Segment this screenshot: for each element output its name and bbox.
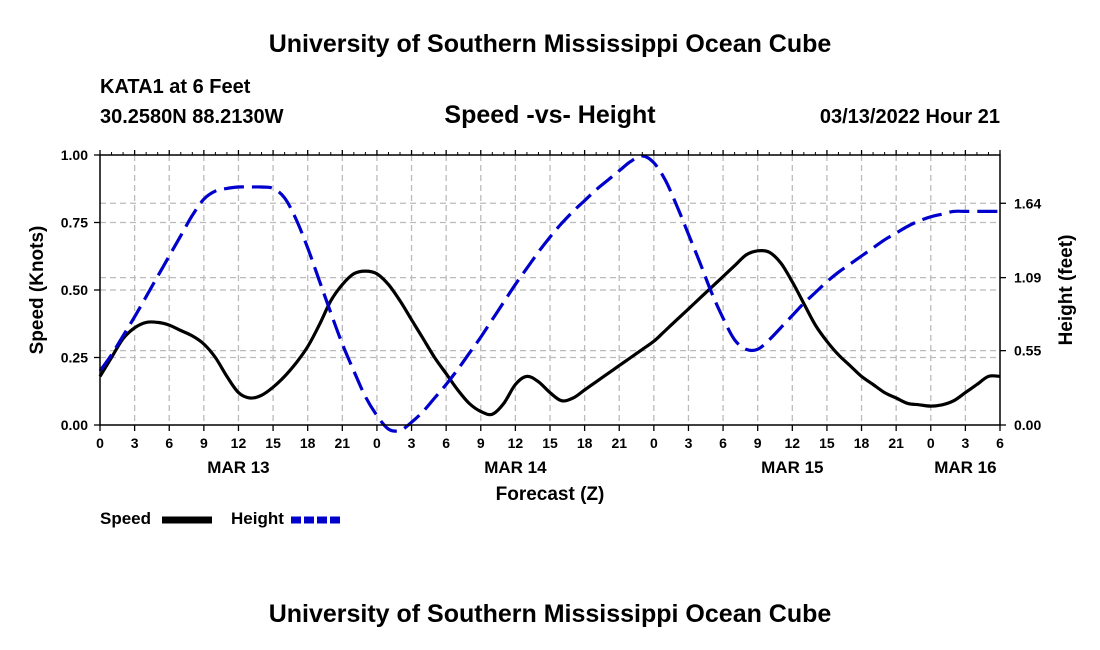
y2-tick-label: 1.09 xyxy=(1014,270,1041,286)
x-tick-label: 3 xyxy=(961,435,969,451)
y-tick-label: 0.75 xyxy=(61,215,88,231)
y-tick-label: 0.25 xyxy=(61,350,88,366)
series-layer xyxy=(98,154,1001,433)
x-tick-label: 3 xyxy=(131,435,139,451)
x-tick-label: 6 xyxy=(996,435,1004,451)
x-tick-label: 0 xyxy=(650,435,658,451)
grid xyxy=(100,155,1000,425)
legend-height-label: Height xyxy=(231,509,284,528)
y-tick-label: 0.50 xyxy=(61,282,88,298)
y2-axis-title: Height (feet) xyxy=(1056,235,1077,346)
x-tick-label: 21 xyxy=(335,435,351,451)
x-tick-label: 15 xyxy=(265,435,281,451)
x-tick-label: 6 xyxy=(442,435,450,451)
y2-tick-label: 0.55 xyxy=(1014,343,1041,359)
date-label: MAR 13 xyxy=(207,458,269,477)
x-tick-label: 12 xyxy=(785,435,801,451)
axes: 0 3 6 9 12 15 18 21 0 3 6 9 12 15 18 21 0 3 6 9 12 15 18 21 0 3 6M… xyxy=(27,147,1077,505)
y-tick-label: 1.00 xyxy=(61,147,88,163)
x-tick-label: 12 xyxy=(508,435,524,451)
footer-title: University of Southern Mississippi Ocean… xyxy=(268,600,832,628)
x-tick-label: 18 xyxy=(854,435,870,451)
x-tick-label: 0 xyxy=(373,435,381,451)
x-tick-label: 0 xyxy=(96,435,104,451)
x-tick-label: 21 xyxy=(888,435,904,451)
date-label: MAR 14 xyxy=(484,458,547,477)
x-tick-label: 15 xyxy=(819,435,835,451)
main-title: University of Southern Mississippi Ocean… xyxy=(268,30,832,58)
x-tick-label: 6 xyxy=(719,435,727,451)
height-series-line xyxy=(98,154,1000,433)
chart-subtitle: Speed -vs- Height xyxy=(444,101,656,129)
speed-series-line xyxy=(98,248,1001,417)
x-tick-label: 9 xyxy=(754,435,762,451)
forecast-datetime: 03/13/2022 Hour 21 xyxy=(819,106,1000,128)
y2-tick-label: 0.00 xyxy=(1014,417,1041,433)
x-tick-label: 15 xyxy=(542,435,558,451)
x-tick-label: 9 xyxy=(200,435,208,451)
x-tick-label: 21 xyxy=(611,435,627,451)
x-tick-label: 0 xyxy=(927,435,935,451)
y-tick-label: 0.00 xyxy=(61,417,88,433)
station-label: KATA1 at 6 Feet xyxy=(100,76,251,98)
x-tick-label: 9 xyxy=(477,435,485,451)
x-axis-title: Forecast (Z) xyxy=(496,484,605,505)
x-tick-label: 3 xyxy=(685,435,693,451)
station-coordinates: 30.2580N 88.2130W xyxy=(100,106,284,128)
x-tick-label: 18 xyxy=(577,435,593,451)
x-tick-label: 18 xyxy=(300,435,316,451)
legend-speed-label: Speed xyxy=(100,509,152,528)
date-label: MAR 15 xyxy=(761,458,823,477)
date-label: MAR 16 xyxy=(934,458,996,477)
x-tick-label: 6 xyxy=(165,435,173,451)
y-axis-title: Speed (Knots) xyxy=(27,226,48,355)
x-tick-label: 3 xyxy=(408,435,416,451)
y2-tick-label: 1.64 xyxy=(1014,195,1041,211)
x-tick-label: 12 xyxy=(231,435,247,451)
